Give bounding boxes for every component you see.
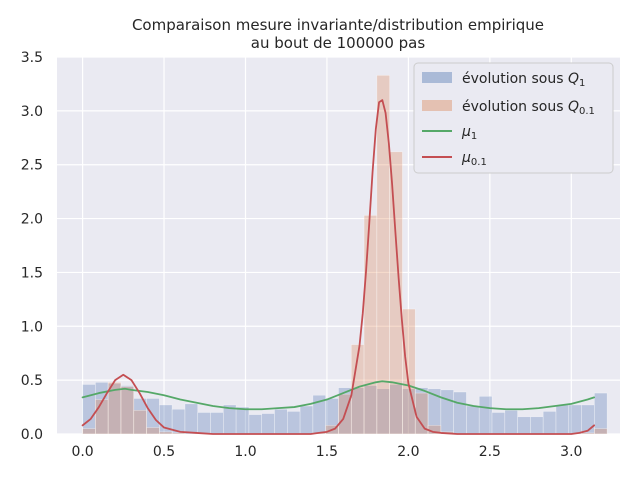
hist-bar-series-1 — [363, 215, 378, 435]
legend-swatch-q01 — [422, 100, 452, 111]
y-tick-label: 1.0 — [21, 319, 43, 335]
hist-bar-series-0 — [286, 411, 301, 435]
hist-bar-series-1 — [402, 308, 416, 435]
legend-label-mu01-math: μ — [461, 150, 471, 166]
legend: évolution sous Q1 évolution sous Q0.1 μ1… — [413, 62, 614, 174]
hist-bar-series-1 — [414, 392, 429, 435]
y-tick-label: 2.0 — [21, 212, 43, 228]
hist-bar-series-1 — [389, 151, 403, 435]
hist-bar-series-0 — [594, 392, 608, 435]
hist-bar-series-0 — [478, 395, 493, 435]
legend-label-q01-math: Q — [568, 99, 579, 115]
legend-box — [413, 62, 614, 174]
hist-bar-series-0 — [210, 412, 224, 435]
hist-bar-series-0 — [261, 413, 275, 435]
legend-label-mu1: μ1 — [461, 124, 477, 142]
legend-label-q01-sub: 0.1 — [579, 106, 595, 117]
hist-bar-series-0 — [235, 406, 250, 435]
legend-label-q1-math: Q — [568, 71, 579, 87]
hist-bar-series-0 — [453, 391, 467, 435]
y-tick-label: 1.5 — [21, 265, 43, 281]
y-tick-label: 3.0 — [21, 104, 43, 120]
hist-bar-series-0 — [466, 405, 480, 435]
x-tick-label: 2.5 — [479, 444, 501, 460]
legend-swatch-q1 — [422, 72, 452, 83]
legend-label-mu1-sub: 1 — [471, 131, 477, 142]
hist-bar-series-0 — [542, 411, 557, 435]
density-line-series-2 — [81, 380, 595, 411]
hist-bar-series-0 — [82, 384, 96, 435]
legend-label-mu1-math: μ — [461, 124, 471, 140]
x-tick-label: 1.5 — [316, 444, 338, 460]
hist-bar-series-0 — [248, 414, 263, 435]
hist-bar-series-1 — [159, 431, 173, 435]
hist-bar-series-0 — [440, 389, 454, 435]
y-tick-label: 2.5 — [21, 158, 43, 174]
hist-bar-series-0 — [568, 404, 582, 435]
hist-bar-series-0 — [197, 412, 211, 435]
legend-label-mu01-sub: 0.1 — [471, 157, 487, 168]
hist-bar-series-0 — [504, 410, 518, 435]
hist-bar-series-0 — [274, 408, 288, 435]
hist-bar-series-1 — [594, 428, 608, 435]
chart-subtitle: au bout de 100000 pas — [251, 34, 426, 52]
legend-label-q1-sub: 1 — [579, 78, 585, 89]
density-lines — [81, 99, 595, 435]
hist-bar-series-0 — [184, 403, 199, 435]
y-tick-label: 0.5 — [21, 373, 43, 389]
x-tick-label: 0.5 — [153, 444, 175, 460]
hist-bar-series-0 — [299, 405, 314, 435]
tick-labels: 0.0 0.5 1.0 1.5 2.0 2.5 3.0 0.0 0.5 1.0 1.5 2.0 2.5 3… — [21, 50, 583, 460]
legend-label-q1: évolution sous Q1 — [462, 71, 585, 89]
hist-bar-series-0 — [530, 416, 544, 435]
legend-label-q01-text: évolution sous — [462, 99, 568, 115]
y-tick-label: 3.5 — [21, 50, 43, 66]
x-tick-label: 3.0 — [560, 444, 582, 460]
hist-bar-series-1 — [146, 427, 160, 435]
legend-label-q1-text: évolution sous — [462, 71, 568, 87]
density-line-series-3 — [81, 99, 595, 435]
hist-bar-series-1 — [82, 428, 96, 435]
legend-label-q01: évolution sous Q0.1 — [462, 99, 595, 117]
legend-label-mu01: μ0.1 — [461, 150, 487, 168]
hist-bar-series-1 — [171, 432, 186, 435]
x-tick-label: 2.0 — [397, 444, 419, 460]
x-tick-label: 1.0 — [234, 444, 256, 460]
hist-bar-series-0 — [517, 416, 531, 435]
hist-bar-series-1 — [581, 432, 595, 435]
x-tick-label: 0.0 — [71, 444, 93, 460]
hist-bar-series-0 — [555, 404, 570, 435]
hist-bar-series-1 — [95, 399, 109, 435]
chart-title: Comparaison mesure invariante/distributi… — [132, 16, 544, 34]
hist-bar-series-1 — [133, 410, 147, 435]
y-tick-label: 0.0 — [21, 427, 43, 443]
hist-bar-series-0 — [491, 412, 506, 435]
hist-bar-series-1 — [120, 386, 135, 435]
